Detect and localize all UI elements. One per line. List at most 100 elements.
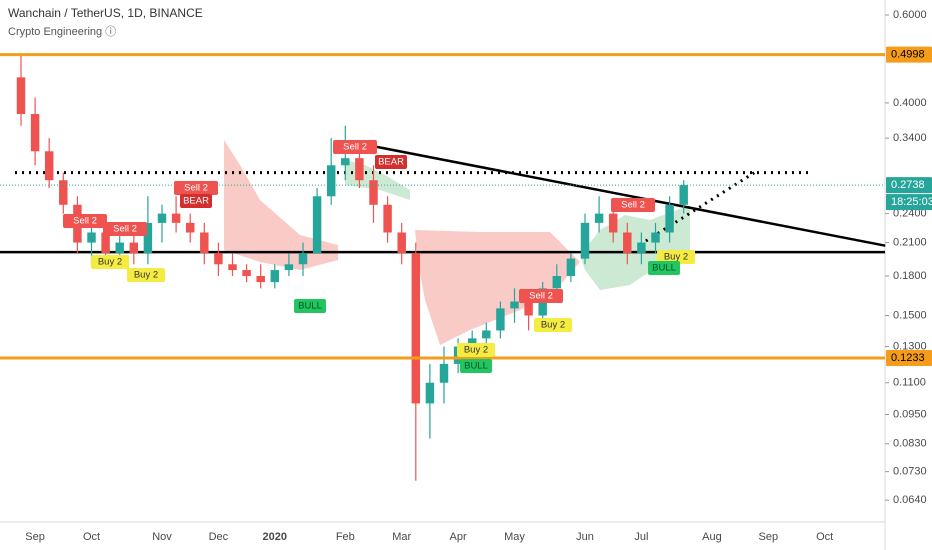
current-price-label: 0.2738: [891, 179, 925, 191]
candle-body: [228, 264, 237, 271]
signal: Buy 2: [534, 318, 572, 332]
candle-body: [87, 232, 96, 243]
y-tick-label: 0.0730: [893, 466, 927, 478]
signal-box: [103, 222, 147, 236]
y-tick-label: 0.0950: [893, 408, 927, 420]
y-tick-label: 0.1300: [893, 340, 927, 352]
candle-body: [185, 222, 195, 233]
level-label: 0.4998: [891, 49, 925, 61]
y-tick-label: 0.1500: [893, 309, 927, 321]
chart-title: Wanchain / TetherUS, 1D, BINANCE: [8, 6, 203, 20]
signal: Buy 2: [457, 343, 495, 357]
signal-text: Sell 2: [73, 216, 97, 227]
candle-body: [552, 275, 562, 289]
candle-body: [270, 270, 280, 283]
indicator-name: Crypto Engineering ⓘ: [8, 25, 116, 38]
signal: Sell 2: [103, 222, 147, 236]
current-price-badge: [886, 177, 932, 194]
candle-body: [637, 242, 646, 254]
candle-body: [580, 222, 590, 259]
candle-body: [242, 270, 251, 276]
signal-text: Buy 2: [134, 270, 158, 281]
signal-box: [180, 194, 212, 208]
signal-box: [534, 318, 572, 332]
candle-body: [425, 382, 435, 404]
candle-body: [171, 213, 181, 223]
countdown-badge: [886, 194, 932, 211]
signal: BULL: [294, 299, 326, 313]
signal-text: Buy 2: [98, 257, 122, 268]
candle-body: [115, 242, 124, 254]
signal-box: [294, 299, 326, 313]
y-tick-label: 0.4000: [893, 97, 927, 109]
candle-body: [566, 258, 576, 276]
candle-body: [411, 253, 421, 404]
candle-body: [157, 213, 167, 223]
y-tick-label: 0.0830: [893, 438, 927, 450]
signal: Sell 2: [63, 214, 107, 228]
x-tick-label: Oct: [816, 531, 833, 543]
signal-text: Buy 2: [664, 252, 688, 263]
signal: BEAR: [375, 155, 407, 169]
candle-body: [524, 301, 533, 316]
candle-body: [665, 204, 674, 233]
signal: Sell 2: [519, 289, 563, 303]
x-tick-label: Jul: [634, 531, 648, 543]
candle-body: [651, 232, 660, 243]
countdown: 18:25:03: [891, 196, 932, 208]
signal: Sell 2: [333, 140, 377, 154]
signal-box: [460, 359, 492, 373]
signal-box: [63, 214, 107, 228]
signal-text: Sell 2: [621, 200, 645, 211]
x-tick-label: Aug: [702, 531, 722, 543]
signal-box: [611, 198, 655, 212]
signal-text: Sell 2: [529, 291, 553, 302]
x-tick-label: Sep: [25, 531, 45, 543]
x-tick-label: Oct: [83, 531, 100, 543]
x-tick-label: Apr: [450, 531, 467, 543]
candle-body: [143, 222, 153, 254]
y-tick-label: 0.3400: [893, 132, 927, 144]
candle-body: [467, 338, 477, 347]
x-tick-label: Sep: [759, 531, 779, 543]
level-badge: [886, 350, 932, 367]
signal-box: [375, 155, 407, 169]
candle-body: [200, 232, 209, 254]
candle-body: [312, 196, 322, 254]
signal-box: [657, 250, 695, 264]
candle-body: [256, 275, 265, 283]
candle-body: [101, 232, 110, 254]
signal: Sell 2: [174, 181, 218, 195]
signal: Buy 2: [127, 268, 165, 282]
signal-text: BULL: [298, 301, 322, 312]
y-tick-label: 0.2400: [893, 208, 927, 220]
y-tick-label: 0.6000: [893, 9, 927, 21]
x-tick-label: 2020: [263, 531, 287, 543]
signal-box: [333, 140, 377, 154]
x-tick-label: Dec: [209, 531, 229, 543]
y-tick-label: 0.1100: [893, 377, 926, 389]
signal-box: [91, 255, 129, 269]
signal-text: BEAR: [183, 196, 209, 207]
signal: BULL: [460, 359, 492, 373]
signal-text: BULL: [464, 361, 488, 372]
candle-body: [369, 180, 378, 205]
candle-body: [482, 330, 491, 339]
signal-text: BEAR: [378, 157, 404, 168]
candle-body: [214, 253, 223, 265]
x-tick-label: Nov: [152, 531, 172, 543]
candle-body: [129, 242, 139, 254]
x-tick-label: Mar: [392, 531, 411, 543]
x-tick-label: Feb: [336, 531, 355, 543]
signal-text: Sell 2: [113, 224, 137, 235]
signal-text: Buy 2: [464, 345, 488, 356]
signal-text: Sell 2: [184, 183, 208, 194]
trend-line: [364, 143, 886, 247]
candle-body: [341, 158, 350, 166]
signal-text: BULL: [652, 263, 676, 274]
x-tick-label: Jun: [576, 531, 594, 543]
candle-body: [623, 232, 632, 254]
candle-body: [608, 213, 618, 233]
signal-box: [519, 289, 563, 303]
